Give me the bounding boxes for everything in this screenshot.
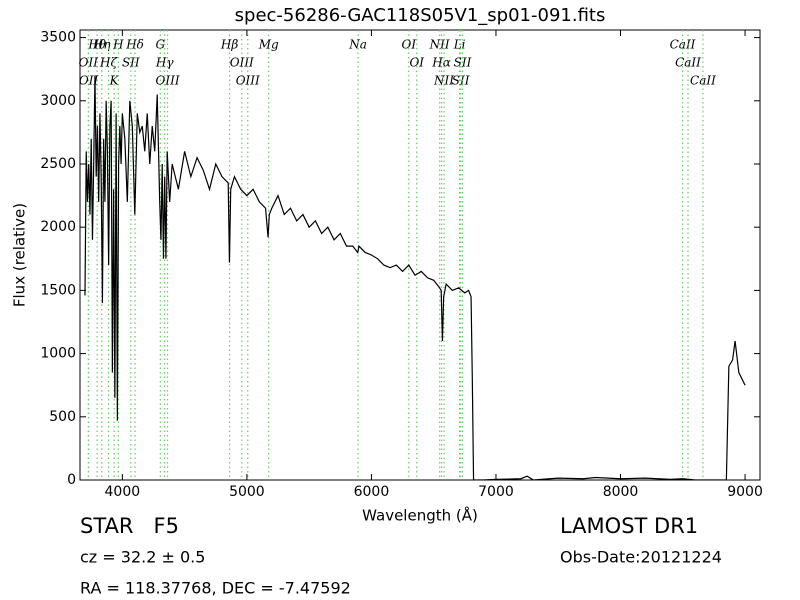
- line-label: NII: [433, 74, 454, 88]
- line-label: Hζ: [99, 56, 118, 70]
- line-label: Hδ: [125, 38, 144, 52]
- redshift: cz = 32.2 ± 0.5: [80, 548, 205, 567]
- line-label: OI: [409, 56, 424, 70]
- line-label: Na: [348, 38, 367, 52]
- line-label: Hα: [431, 56, 451, 70]
- y-tick-label: 500: [49, 409, 76, 425]
- x-tick-label: 4000: [105, 484, 141, 500]
- x-axis-label: Wavelength (Å): [362, 506, 478, 525]
- line-label: Hη: [92, 38, 111, 52]
- line-label: NII: [429, 38, 450, 52]
- line-label: Li: [453, 38, 466, 52]
- y-tick-label: 1500: [40, 282, 76, 298]
- object-class: STAR F5: [80, 514, 179, 538]
- line-label: K: [109, 74, 120, 88]
- y-tick-label: 1000: [40, 346, 76, 362]
- y-tick-label: 0: [67, 472, 76, 488]
- line-label: SII: [122, 56, 140, 70]
- spectrum: [84, 75, 746, 480]
- coordinates: RA = 118.37768, DEC = -7.47592: [80, 579, 351, 598]
- line-label: CaII: [690, 74, 716, 88]
- line-label: Hβ: [220, 38, 238, 52]
- x-tick-label: 5000: [229, 484, 265, 500]
- x-tick-label: 7000: [478, 484, 514, 500]
- chart-title: spec-56286-GAC118S05V1_sp01-091.fits: [235, 5, 606, 26]
- survey: LAMOST DR1: [560, 514, 698, 538]
- line-label: SII: [452, 74, 470, 88]
- plot-frame: [79, 29, 761, 481]
- line-label: H: [112, 38, 124, 52]
- line-label: Mg: [258, 38, 279, 52]
- line-label: OIII: [230, 56, 254, 70]
- y-tick-label: 2500: [40, 156, 76, 172]
- line-label: SII: [454, 56, 472, 70]
- y-axis-label: Flux (relative): [11, 203, 29, 307]
- line-label: CaII: [675, 56, 701, 70]
- y-tick-label: 2000: [40, 219, 76, 235]
- line-label: Hγ: [155, 56, 174, 70]
- x-tick-label: 8000: [603, 484, 639, 500]
- line-label: OI: [402, 38, 417, 52]
- line-label: CaII: [670, 38, 696, 52]
- y-tick-label: 3500: [40, 30, 76, 46]
- y-tick-label: 3000: [40, 93, 76, 109]
- x-tick-label: 9000: [727, 484, 763, 500]
- line-label: OII: [79, 74, 99, 88]
- x-tick-label: 6000: [354, 484, 390, 500]
- line-label: G: [156, 38, 166, 52]
- line-label: OIII: [156, 74, 180, 88]
- line-label: OIII: [236, 74, 260, 88]
- obs-date: Obs-Date:20121224: [560, 548, 722, 567]
